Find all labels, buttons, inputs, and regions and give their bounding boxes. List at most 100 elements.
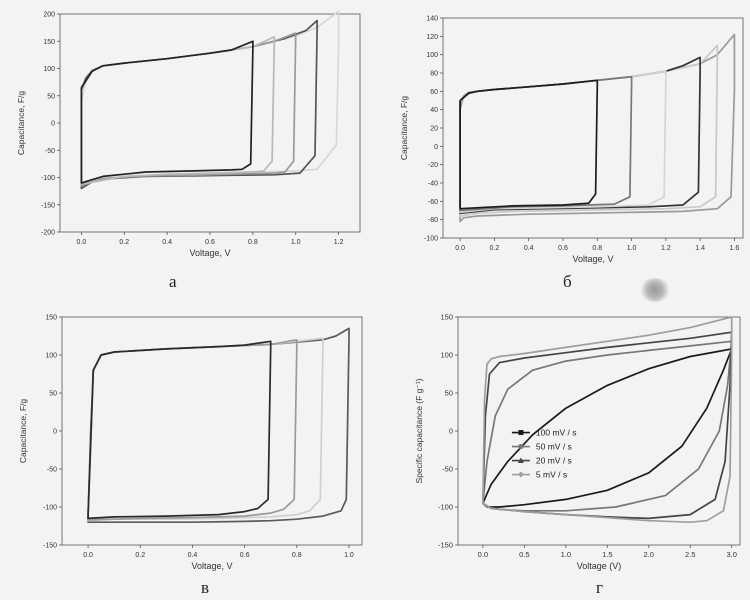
series-line-b-1 xyxy=(459,44,719,217)
series-line-a-3 xyxy=(80,36,276,185)
chart-panel-a: -200 -150 -100 -50 0 50 100 150 200 0.0 0.2 0.4 0.6 0… xyxy=(0,0,370,262)
series-line-a-4 xyxy=(80,40,254,184)
series-line-c-2 xyxy=(87,338,298,521)
y-tick-label-a: 100 xyxy=(43,66,55,73)
chart-svg-d: -150 -100 -50 0 50 100 150 0.0 0.5 1.0 1.5 2.0 2.5 3.… xyxy=(414,313,741,571)
legend-label-0: 100 mV / s xyxy=(536,428,577,438)
y-tick-label-c: -100 xyxy=(43,505,57,512)
x-tick-label-a: 0.0 xyxy=(77,239,87,246)
x-tick-label-d: 3.0 xyxy=(726,550,736,559)
x-tick-label-a: 0.4 xyxy=(162,239,172,246)
x-tick-label-d: 0.5 xyxy=(519,550,529,559)
y-tick-label-a: -200 xyxy=(41,230,55,237)
x-tick-label-d: 1.5 xyxy=(602,550,612,559)
x-tick-label-c: 1.0 xyxy=(344,552,354,559)
y-tick-label-b: -40 xyxy=(428,181,438,188)
x-tick-label-b: 0.8 xyxy=(592,245,602,252)
y-tick-label-b: 120 xyxy=(426,34,438,41)
x-tick-label-a: 0.2 xyxy=(119,239,129,246)
y-tick-label-b: -80 xyxy=(428,217,438,224)
x-tick-label-d: 2.0 xyxy=(644,550,654,559)
y-axis-label-d: Specific capacitance (F g⁻¹) xyxy=(414,378,424,483)
series-line-a-1 xyxy=(80,19,318,190)
x-axis-label-a: Voltage, V xyxy=(189,248,230,258)
y-tick-label-c: 0 xyxy=(53,429,57,436)
y-tick-label-d: 50 xyxy=(445,389,453,398)
y-tick-label-d: 100 xyxy=(440,351,453,360)
legend-marker-0 xyxy=(518,430,524,436)
x-tick-label-c: 0.4 xyxy=(188,552,198,559)
x-tick-label-b: 1.2 xyxy=(661,245,671,252)
y-tick-label-b: 60 xyxy=(430,89,438,96)
x-tick-label-b: 0.6 xyxy=(558,245,568,252)
y-tick-label-b: 100 xyxy=(426,52,438,59)
y-tick-label-b: 80 xyxy=(430,71,438,78)
x-tick-label-c: 0.6 xyxy=(240,552,250,559)
x-tick-label-d: 0.0 xyxy=(478,550,488,559)
y-tick-label-b: 20 xyxy=(430,126,438,133)
x-tick-label-d: 1.0 xyxy=(561,550,571,559)
x-tick-label-c: 0.0 xyxy=(83,552,93,559)
subfigure-label-a: a xyxy=(169,272,177,291)
legend-marker-1 xyxy=(518,443,524,450)
y-tick-label-b: -20 xyxy=(428,162,438,169)
y-tick-label-b: 40 xyxy=(430,107,438,114)
chart-svg-c: -150 -100 -50 0 50 100 150 0.0 0.2 0.4 0.6 0.8 1.0 Vo… xyxy=(18,315,363,571)
series-line-d-1 xyxy=(482,340,733,512)
x-tick-label-a: 0.8 xyxy=(248,239,258,246)
x-axis-label-d: Voltage (V) xyxy=(577,561,622,571)
series-line-b-4 xyxy=(459,75,633,212)
scan-smudge xyxy=(640,278,670,302)
y-tick-label-c: -150 xyxy=(43,543,57,550)
y-tick-label-a: 200 xyxy=(43,12,55,19)
x-tick-label-a: 0.6 xyxy=(205,239,215,246)
legend-label-2: 20 mV / s xyxy=(536,456,572,466)
y-tick-label-c: 150 xyxy=(45,315,57,322)
y-tick-label-b: -60 xyxy=(428,199,438,206)
series-line-c-0 xyxy=(87,327,350,524)
x-tick-label-a: 1.0 xyxy=(291,239,301,246)
y-axis-label-a: Capacitance, F/g xyxy=(16,91,26,156)
x-tick-label-a: 1.2 xyxy=(334,239,344,246)
subfigure-label-b: б xyxy=(563,272,572,291)
series-line-b-3 xyxy=(459,70,667,214)
y-tick-label-a: 150 xyxy=(43,39,55,46)
y-tick-label-d: -100 xyxy=(438,503,453,512)
subfigure-label-c: в xyxy=(201,578,210,597)
series-line-d-3 xyxy=(482,316,733,524)
y-tick-label-d: 0 xyxy=(449,427,453,436)
y-tick-label-a: 50 xyxy=(47,93,55,100)
x-tick-label-b: 0.4 xyxy=(524,245,534,252)
y-tick-label-b: 140 xyxy=(426,16,438,23)
series-line-b-5 xyxy=(459,79,599,210)
y-tick-label-a: -100 xyxy=(41,175,55,182)
x-tick-label-c: 0.2 xyxy=(135,552,145,559)
y-tick-label-d: 150 xyxy=(440,313,453,322)
series-line-c-1 xyxy=(87,337,324,522)
chart-panel-d: -150 -100 -50 0 50 100 150 0.0 0.5 1.0 1.5 2.0 2.5 3.… xyxy=(400,305,750,590)
subfigure-label-d: г xyxy=(596,578,603,597)
chart-svg-a: -200 -150 -100 -50 0 50 100 150 200 0.0 0.2 0.4 0.6 0… xyxy=(16,10,361,258)
plot-frame-c xyxy=(61,316,363,546)
x-tick-label-d: 2.5 xyxy=(685,550,695,559)
legend-marker-3 xyxy=(517,471,524,478)
chart-svg-b: -100 -80 -60 -40 -20 0 20 40 60 80 100 120 140 0.0 0.2… xyxy=(399,16,744,264)
y-tick-label-c: 50 xyxy=(49,391,57,398)
series-line-d-0 xyxy=(482,348,733,508)
series-line-a-0 xyxy=(80,10,340,189)
x-tick-label-b: 0.0 xyxy=(455,245,465,252)
y-tick-label-a: 0 xyxy=(51,121,55,128)
y-tick-label-a: -50 xyxy=(45,148,55,155)
y-tick-label-a: -150 xyxy=(41,202,55,209)
x-tick-label-b: 1.6 xyxy=(730,245,740,252)
x-tick-label-b: 1.4 xyxy=(695,245,705,252)
y-tick-label-b: -100 xyxy=(424,236,438,243)
legend-marker-2 xyxy=(517,457,524,464)
x-tick-label-b: 1.0 xyxy=(627,245,637,252)
x-tick-label-b: 0.2 xyxy=(490,245,500,252)
y-axis-label-b: Capacitance, F/g xyxy=(399,96,409,161)
legend-label-1: 50 mV / s xyxy=(536,442,572,452)
x-axis-label-b: Voltage, V xyxy=(572,254,613,264)
y-tick-label-d: -150 xyxy=(438,541,453,550)
y-tick-label-d: -50 xyxy=(442,465,453,474)
